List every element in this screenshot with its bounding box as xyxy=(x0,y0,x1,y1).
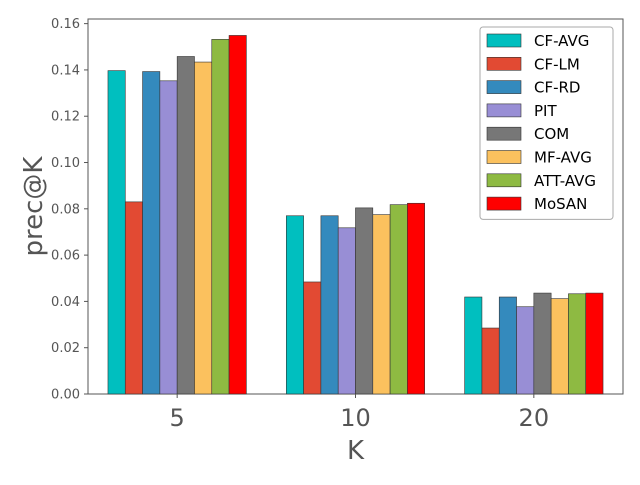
bars-layer xyxy=(107,35,604,395)
bar-com-k5 xyxy=(176,56,195,395)
legend-box xyxy=(479,26,614,220)
bar-pit-k10 xyxy=(337,227,356,395)
legend-swatch xyxy=(486,126,522,141)
x-axis-label: K xyxy=(347,436,365,466)
bar-com-k20 xyxy=(533,292,552,395)
y-axis-label: prec@K xyxy=(19,156,49,257)
bar-mf-avg-k10 xyxy=(372,214,391,395)
legend-label: MoSAN xyxy=(534,195,587,213)
legend-swatch xyxy=(486,173,522,188)
legend: CF-AVG CF-LM CF-RD PIT COM MF-AVG ATT-AVG MoSAN xyxy=(479,26,614,220)
x-axis: 5 10 20 xyxy=(170,394,550,432)
y-tick-label: 0.14 xyxy=(51,63,80,78)
bar-att-avg-k5 xyxy=(211,39,230,395)
bar-cf-avg-k20 xyxy=(464,296,483,395)
y-tick-label: 0.02 xyxy=(51,341,80,356)
legend-label: COM xyxy=(534,125,569,143)
legend-label: MF-AVG xyxy=(534,149,592,167)
bar-pit-k20 xyxy=(516,306,535,395)
bar-mosan-k10 xyxy=(407,202,425,395)
bar-cf-avg-k5 xyxy=(107,70,126,395)
x-tick-label: 5 xyxy=(170,404,185,432)
bar-mosan-k20 xyxy=(585,292,604,395)
bar-cf-rd-k20 xyxy=(498,296,517,395)
legend-label: CF-RD xyxy=(534,79,581,97)
bar-att-avg-k10 xyxy=(389,204,408,395)
legend-label: PIT xyxy=(534,102,557,120)
y-axis: 0.00 0.02 0.04 0.06 0.08 0.10 0.12 0.14 0.16 xyxy=(51,17,88,403)
legend-swatch xyxy=(486,33,522,48)
legend-label: ATT-AVG xyxy=(534,172,596,190)
legend-swatch xyxy=(486,80,522,94)
legend-swatch xyxy=(486,196,522,211)
bar-pit-k5 xyxy=(159,80,178,395)
bar-mosan-k5 xyxy=(228,35,247,395)
bar-cf-avg-k10 xyxy=(285,215,304,395)
bar-cf-lm-k20 xyxy=(481,327,500,395)
bar-mf-avg-k5 xyxy=(194,61,213,395)
legend-swatch xyxy=(486,56,522,71)
y-tick-label: 0.08 xyxy=(51,202,80,217)
x-tick-label: 20 xyxy=(519,404,550,432)
legend-label: CF-AVG xyxy=(534,32,589,50)
y-tick-label: 0.12 xyxy=(51,110,80,125)
y-tick-label: 0.06 xyxy=(51,249,80,264)
y-tick-label: 0.04 xyxy=(51,295,80,310)
legend-label: CF-LM xyxy=(534,55,580,73)
x-tick-label: 10 xyxy=(340,404,371,432)
bar-cf-lm-k10 xyxy=(303,281,322,395)
legend-swatch xyxy=(486,103,522,118)
bar-com-k10 xyxy=(355,207,374,395)
bar-cf-rd-k10 xyxy=(320,215,339,395)
y-tick-label: 0.16 xyxy=(51,17,80,32)
legend-swatch xyxy=(486,150,522,164)
y-tick-label: 0.10 xyxy=(51,156,80,171)
bar-att-avg-k20 xyxy=(568,293,587,395)
bar-cf-rd-k5 xyxy=(142,71,161,395)
bar-mf-avg-k20 xyxy=(550,298,569,395)
y-tick-label: 0.00 xyxy=(51,388,80,403)
bar-cf-lm-k5 xyxy=(124,201,143,395)
